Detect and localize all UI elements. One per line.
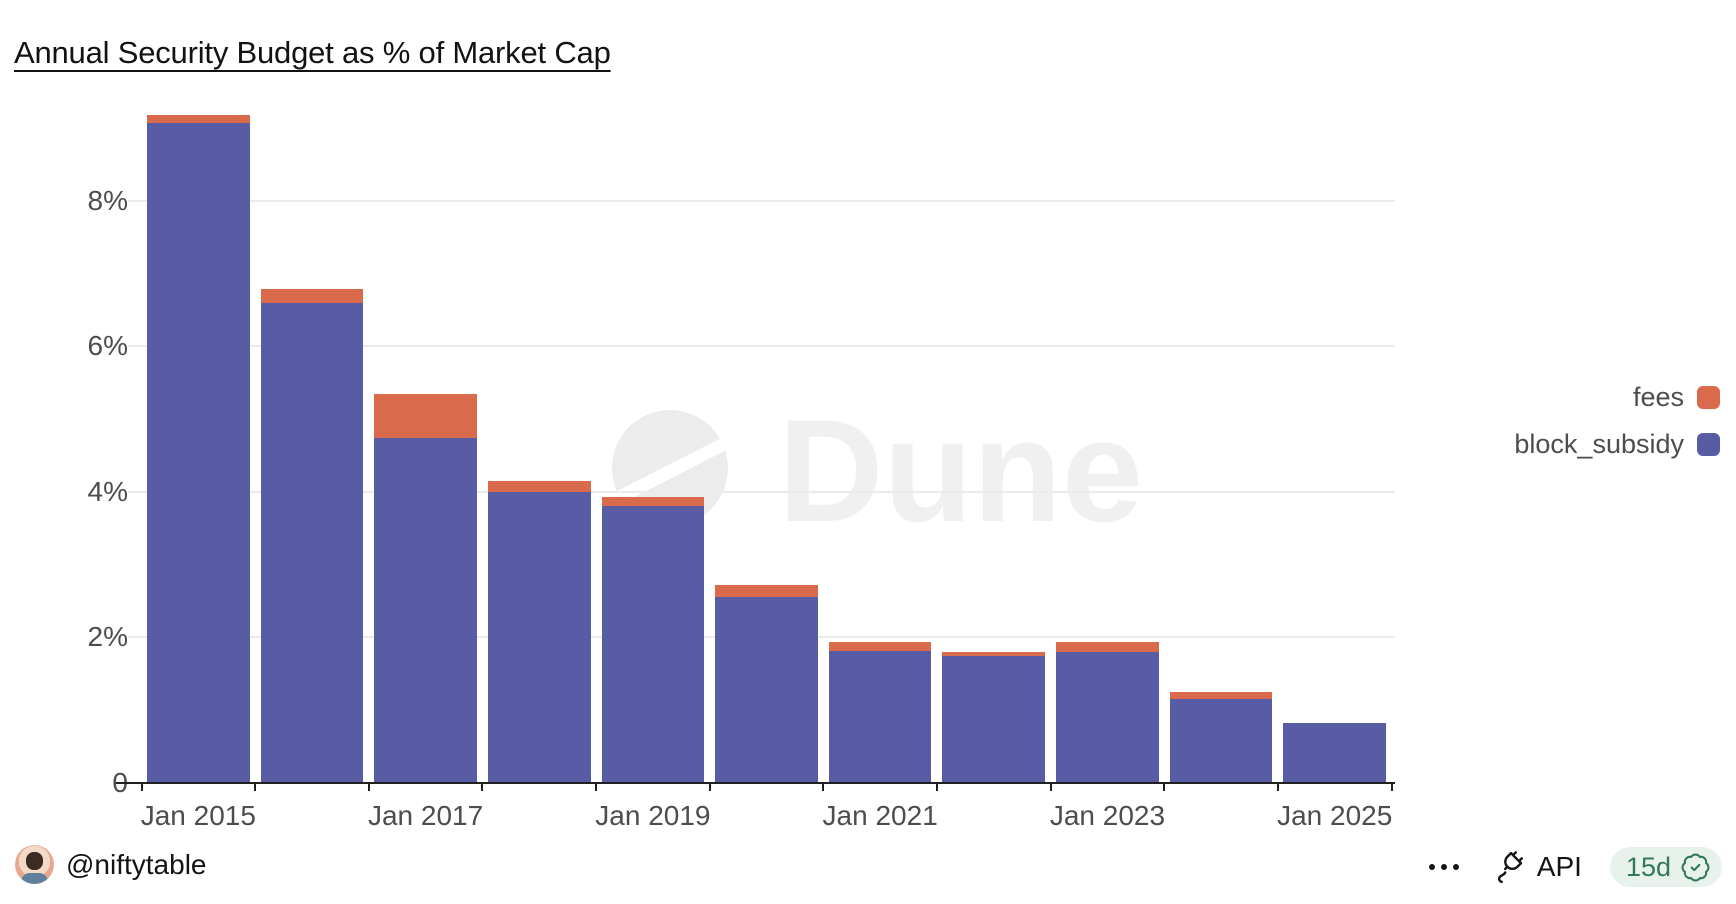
x-axis-label-jan-2017: Jan 2017 (367, 800, 484, 831)
avatar[interactable] (15, 845, 54, 884)
chart-panel: Annual Security Budget as % of Market Ca… (14, 34, 1720, 831)
x-axis-tick-5 (708, 784, 711, 791)
y-axis-tick-8%: 8% (87, 184, 128, 216)
x-axis-label-jan-2023: Jan 2023 (1049, 800, 1166, 831)
bar-2018-block-subsidy[interactable] (487, 491, 591, 783)
avatar-head (26, 852, 43, 870)
x-axis-tick-11 (1390, 784, 1393, 791)
bar-2025-block-subsidy[interactable] (1283, 723, 1387, 783)
dot-icon (1452, 864, 1459, 870)
x-axis-tick-2 (367, 784, 370, 791)
bar-2017[interactable] (374, 394, 477, 783)
bar-2017-fees[interactable] (374, 394, 477, 438)
bar-2020-block-subsidy[interactable] (715, 597, 818, 783)
bar-2024-fees[interactable] (1169, 692, 1273, 700)
x-axis-label-jan-2021: Jan 2021 (822, 800, 938, 831)
bar-2023-fees[interactable] (1056, 641, 1159, 652)
bar-2020-fees[interactable] (715, 585, 818, 598)
x-axis-tick-4 (595, 784, 598, 791)
bar-2016[interactable] (260, 289, 364, 783)
bar-2021-fees[interactable] (828, 641, 932, 652)
x-axis-tick-10 (1276, 784, 1279, 791)
dot-icon (1440, 864, 1447, 870)
gridline-4% (128, 490, 1395, 493)
dune-watermark-text: Dune (778, 389, 1143, 552)
bar-2023[interactable] (1056, 641, 1159, 783)
chart-title[interactable]: Annual Security Budget as % of Market Ca… (14, 34, 611, 70)
y-axis-tick-4%: 4% (87, 475, 128, 507)
bar-2015-block-subsidy[interactable] (147, 122, 250, 783)
bar-2017-block-subsidy[interactable] (374, 437, 477, 783)
bar-2015-fees[interactable] (147, 115, 250, 123)
bar-2019[interactable] (601, 496, 705, 783)
gridline-6% (128, 345, 1395, 348)
bar-2022-block-subsidy[interactable] (942, 655, 1046, 783)
x-axis-line (116, 782, 1395, 784)
bar-2020[interactable] (715, 585, 818, 783)
x-axis-tick-6 (822, 784, 825, 791)
footer-bar: @niftytable API 15d (0, 840, 1736, 904)
bar-2018[interactable] (487, 480, 591, 783)
data-freshness-badge[interactable]: 15d (1609, 847, 1722, 887)
bar-2022[interactable] (942, 651, 1046, 783)
legend-item-block-subsidy[interactable]: block_subsidy (1514, 429, 1720, 460)
plot-area (128, 110, 1395, 783)
gridline-8% (128, 199, 1395, 202)
author-handle[interactable]: @niftytable (66, 848, 207, 880)
bar-2024-block-subsidy[interactable] (1169, 699, 1273, 783)
legend: fees block_subsidy (1514, 382, 1720, 460)
bar-2023-block-subsidy[interactable] (1056, 651, 1159, 783)
bar-2022-fees[interactable] (942, 651, 1046, 656)
y-axis-tick-6%: 6% (87, 330, 128, 362)
legend-item-fees[interactable]: fees (1633, 382, 1720, 413)
bar-2019-fees[interactable] (601, 496, 705, 507)
x-axis-label-jan-2019: Jan 2019 (595, 800, 711, 831)
x-axis-tick-3 (481, 784, 484, 791)
y-axis-tick-2%: 2% (87, 621, 128, 653)
bar-2019-block-subsidy[interactable] (601, 506, 705, 783)
x-axis-label-jan-2015: Jan 2015 (140, 800, 256, 831)
x-axis-tick-0 (140, 784, 143, 791)
bar-2021-block-subsidy[interactable] (828, 651, 932, 783)
dot-icon (1428, 864, 1435, 870)
y-axis: 0 2% 4% 6% 8% (28, 110, 128, 798)
bar-2016-block-subsidy[interactable] (260, 302, 364, 783)
x-axis-tick-1 (254, 784, 257, 791)
avatar-torso (21, 873, 48, 884)
data-freshness-label: 15d (1625, 851, 1671, 882)
bar-2015[interactable] (147, 115, 250, 783)
bar-2021[interactable] (828, 641, 932, 783)
y-axis-tick-0: 0 (112, 767, 128, 798)
more-options-button[interactable] (1423, 858, 1465, 876)
legend-label-block-subsidy: block_subsidy (1514, 429, 1684, 459)
legend-swatch-fees (1697, 386, 1720, 409)
author-link[interactable]: @niftytable (15, 845, 207, 884)
bar-2018-fees[interactable] (487, 480, 591, 492)
footer-actions: API 15d (1423, 843, 1722, 891)
x-axis-tick-7 (935, 784, 938, 791)
legend-label-fees: fees (1632, 382, 1684, 412)
x-axis-tick-8 (1049, 784, 1052, 791)
seal-check-icon (1681, 853, 1710, 881)
x-axis-tick-9 (1163, 784, 1166, 791)
api-button[interactable]: API (1493, 850, 1582, 884)
bar-2016-fees[interactable] (260, 289, 364, 303)
plug-icon (1497, 851, 1523, 884)
bars-container (147, 110, 1387, 783)
bar-2025[interactable] (1283, 723, 1387, 783)
legend-swatch-block-subsidy (1697, 433, 1720, 456)
api-button-label: API (1536, 851, 1582, 882)
bar-2024[interactable] (1169, 692, 1273, 783)
x-axis-label-jan-2025: Jan 2025 (1277, 800, 1393, 831)
